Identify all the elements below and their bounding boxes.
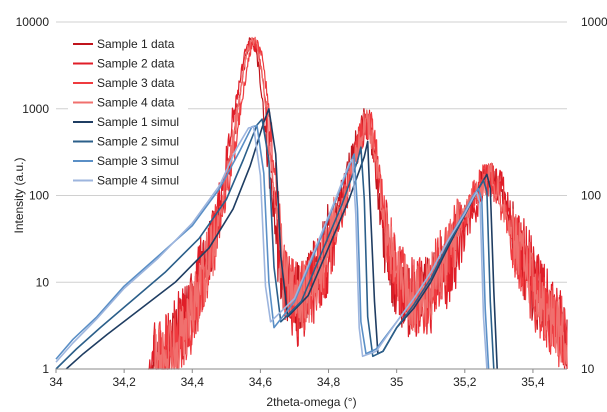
legend-label: Sample 2 data (97, 57, 175, 71)
x-tick-label: 34,4 (181, 375, 205, 389)
series-lines (55, 36, 568, 370)
x-tick-label: 34,8 (317, 375, 341, 389)
x-tick-label: 35,2 (453, 375, 477, 389)
y-tick-label: 10 (36, 275, 50, 289)
legend-label: Sample 3 data (97, 76, 175, 90)
y-axis-label: Intensity (a.u.) (12, 157, 26, 233)
legend-label: Sample 4 data (97, 96, 175, 110)
series-line (154, 36, 568, 370)
x-tick-label: 35,4 (521, 375, 545, 389)
x-tick-label: 35 (390, 375, 404, 389)
y2-tick-label: 1000 (581, 15, 607, 29)
series-line (55, 118, 495, 370)
legend: Sample 1 data Sample 2 data Sample 3 data S… (68, 31, 188, 194)
legend-box (68, 31, 188, 194)
legend-label: Sample 1 simul (97, 115, 179, 129)
legend-label: Sample 3 simul (97, 154, 179, 168)
x-axis-label: 2theta-omega (°) (266, 395, 356, 409)
legend-label: Sample 1 data (97, 37, 175, 51)
axes (55, 368, 567, 373)
y2-tick-label: 10 (581, 362, 595, 376)
y-tick-label: 1000 (22, 102, 49, 116)
y-tick-label: 1 (42, 362, 49, 376)
y-tick-label: 10000 (16, 15, 50, 29)
y2-tick-labels: 10 100 1000 (581, 15, 607, 376)
legend-label: Sample 4 simul (97, 174, 179, 188)
series-line (55, 126, 488, 370)
y-tick-label: 100 (29, 189, 49, 203)
x-tick-label: 34,2 (112, 375, 136, 389)
y2-tick-label: 100 (581, 189, 601, 203)
x-tick-label: 34,6 (249, 375, 273, 389)
y-tick-labels: 1 10 100 1000 10000 (16, 15, 50, 376)
x-tick-labels: 34 34,2 34,4 34,6 34,8 35 35,2 35,4 (49, 375, 545, 389)
legend-label: Sample 2 simul (97, 135, 179, 149)
x-tick-label: 34 (49, 375, 63, 389)
